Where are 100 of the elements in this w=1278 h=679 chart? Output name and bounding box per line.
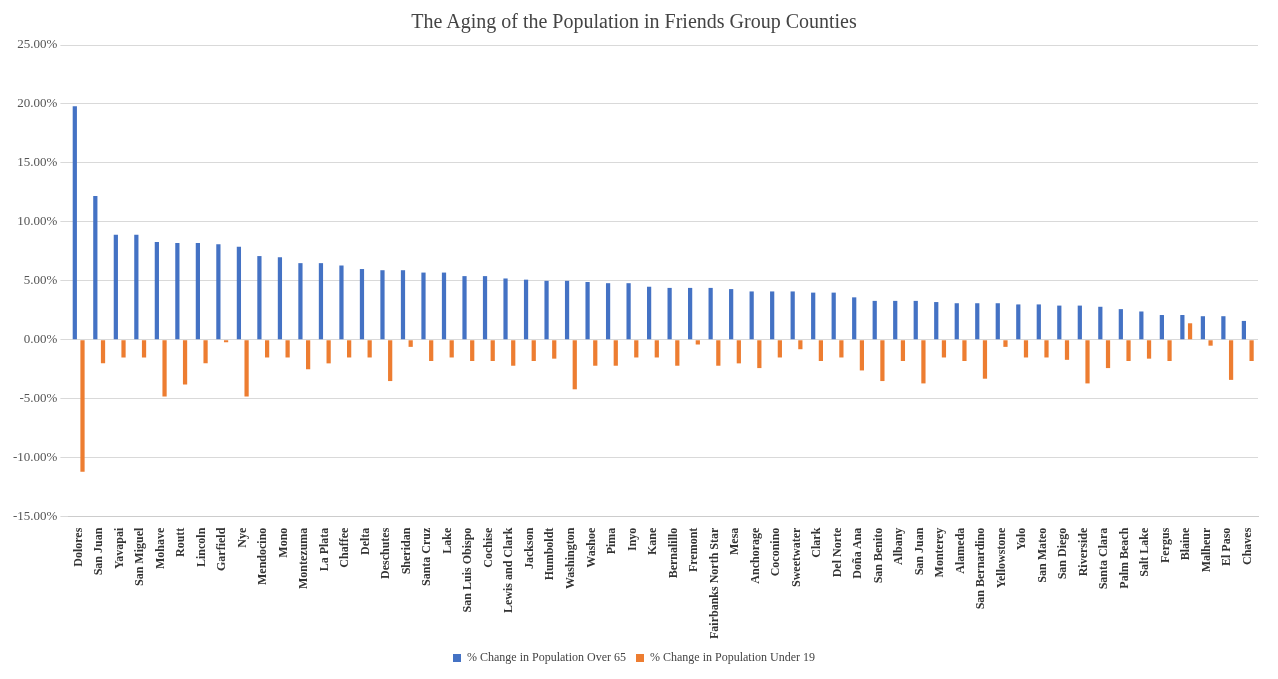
x-tick-label: Mohave: [152, 526, 167, 569]
x-tick-label: Humboldt: [542, 527, 557, 581]
bar: [695, 340, 700, 345]
x-tick-label: Riverside: [1075, 526, 1090, 577]
bar: [1180, 315, 1185, 340]
bar: [326, 340, 331, 364]
bar: [449, 340, 454, 358]
bar: [982, 340, 988, 379]
bar: [941, 340, 947, 358]
x-tick-label: Kane: [645, 527, 660, 555]
bar: [613, 340, 618, 366]
bar: [1241, 320, 1247, 340]
bar: [264, 340, 270, 358]
x-tick-label: Fergus: [1157, 527, 1172, 563]
bar: [470, 340, 475, 362]
bar: [318, 263, 324, 340]
bar: [306, 340, 311, 370]
bar: [716, 340, 721, 366]
bar: [141, 340, 147, 358]
x-tick-label: San Juan: [911, 527, 926, 576]
bar: [429, 340, 434, 362]
x-tick-label: Monterey: [932, 527, 947, 578]
x-tick-label: San Miguel: [132, 527, 147, 586]
bar: [1085, 340, 1090, 384]
x-tick-label: Pima: [604, 527, 619, 555]
bar: [134, 234, 139, 340]
bar: [852, 297, 857, 340]
x-tick-label: San Benito: [870, 527, 885, 584]
bar: [113, 234, 118, 340]
x-tick-label: Sweetwater: [788, 527, 803, 587]
bar: [244, 340, 249, 397]
bar: [490, 340, 495, 362]
bar: [162, 340, 167, 397]
x-tick-label: Albany: [891, 527, 906, 566]
bar: [605, 283, 611, 340]
bar: [216, 244, 221, 340]
bar: [995, 303, 1000, 340]
x-tick-label: San Diego: [1055, 527, 1070, 580]
bar: [688, 287, 693, 340]
x-tick-label: Fairbanks North Star: [706, 526, 721, 639]
bar: [1139, 311, 1144, 340]
bar: [408, 340, 413, 347]
bar: [729, 289, 734, 340]
bar: [1077, 305, 1082, 340]
bar: [900, 340, 906, 362]
bar: [1044, 340, 1049, 358]
bar: [934, 302, 939, 340]
bar: [585, 282, 590, 340]
x-tick-label: Washington: [563, 527, 577, 590]
x-tick-label: Lewis and Clark: [501, 527, 516, 614]
y-tick-label: 15.00%: [17, 154, 58, 170]
x-tick-label: Nye: [234, 526, 249, 548]
bar: [757, 340, 762, 369]
x-tick-label: Palm Beach: [1116, 527, 1131, 589]
bar: [482, 276, 488, 340]
bar: [93, 195, 98, 340]
bar: [798, 340, 803, 350]
bar: [511, 340, 516, 366]
bar: [421, 272, 426, 340]
bar: [1249, 340, 1254, 362]
bar: [572, 340, 577, 390]
x-tick-label: Mono: [275, 527, 290, 558]
bar: [1208, 340, 1213, 346]
x-tick-label: Inyo: [624, 527, 639, 551]
bar: [203, 340, 208, 364]
bar: [667, 287, 672, 340]
bar: [347, 340, 352, 358]
x-tick-label: Anchorage: [747, 526, 762, 584]
bar: [1146, 340, 1152, 359]
x-tick-label: Santa Clara: [1096, 527, 1111, 590]
bar: [298, 263, 303, 340]
bar: [544, 280, 549, 340]
bar: [954, 303, 959, 340]
bar: [154, 241, 159, 340]
x-tick-label: Garfield: [214, 527, 229, 571]
bar: [818, 340, 823, 362]
bar: [380, 270, 385, 340]
bar: [277, 257, 283, 340]
y-tick-label: 0.00%: [23, 331, 58, 347]
bar: [388, 340, 393, 382]
bar: [1228, 340, 1234, 380]
bar: [880, 340, 885, 382]
bar: [441, 272, 447, 340]
bar: [1016, 304, 1021, 340]
bar: [790, 291, 795, 340]
bar: [1098, 306, 1103, 340]
x-tick-label: San Luis Obispo: [460, 527, 475, 613]
bar: [1036, 304, 1041, 340]
y-tick-label: -10.00%: [12, 449, 58, 465]
bar: [646, 286, 652, 340]
bar: [182, 340, 188, 385]
bar: [675, 340, 680, 366]
bar: [859, 340, 865, 371]
x-tick-label: Yolo: [1014, 527, 1029, 551]
x-tick-label: Malheur: [1198, 527, 1213, 573]
x-tick-label: San Mateo: [1034, 527, 1049, 583]
x-tick-label: Alameda: [952, 527, 967, 574]
bar: [1167, 340, 1172, 362]
x-tick-label: Fremont: [686, 527, 701, 573]
bar: [1023, 340, 1029, 358]
